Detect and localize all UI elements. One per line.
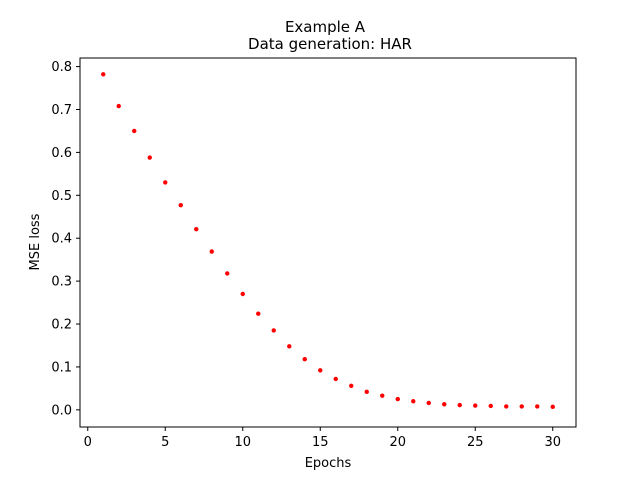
data-point	[426, 400, 431, 406]
data-point	[302, 357, 307, 362]
x-axis-label: Epochs	[305, 456, 352, 471]
data-point	[209, 249, 214, 254]
plot-frame	[79, 57, 577, 428]
data-point	[457, 402, 462, 408]
data-point	[349, 383, 354, 389]
x-tick-label: 30	[544, 435, 561, 450]
data-point	[271, 328, 276, 333]
data-point	[395, 396, 400, 402]
y-tick-label: 0.2	[51, 318, 72, 333]
data-point	[442, 402, 447, 407]
data-point	[519, 404, 524, 409]
data-point	[132, 128, 137, 134]
y-axis-ticks: 0.0 0.1 0.2 0.3 0.4 0.5 0.6 0.7 0.8	[51, 60, 80, 418]
y-tick-label: 0.5	[51, 189, 72, 204]
data-point	[488, 403, 493, 409]
y-tick-label: 0.3	[51, 275, 72, 290]
y-tick-label: 0.4	[51, 232, 72, 247]
x-tick-label: 0	[84, 435, 92, 450]
x-tick-label: 25	[467, 435, 484, 450]
data-point	[178, 202, 183, 208]
x-axis-ticks: 0 5 10 15 20 25 30	[84, 427, 561, 450]
data-point	[411, 399, 416, 404]
data-point	[101, 72, 106, 77]
data-point	[147, 155, 152, 160]
data-point	[535, 404, 540, 409]
y-tick-label: 0.1	[51, 360, 72, 375]
y-tick-label: 0.0	[51, 403, 72, 418]
y-tick-label: 0.8	[51, 60, 72, 75]
x-tick-label: 5	[161, 435, 169, 450]
data-point	[333, 376, 338, 382]
data-point	[256, 311, 261, 316]
data-point	[380, 393, 385, 398]
data-point	[318, 368, 323, 373]
y-tick-label: 0.6	[51, 146, 72, 161]
data-points	[101, 72, 555, 410]
y-tick-label: 0.7	[51, 103, 72, 118]
x-tick-label: 10	[234, 435, 251, 450]
data-point	[550, 404, 555, 410]
chart-title: Example A	[285, 18, 366, 36]
x-tick-label: 20	[389, 435, 406, 450]
data-point	[116, 103, 121, 109]
x-tick-label: 15	[312, 435, 329, 450]
data-point	[473, 403, 478, 408]
chart-subtitle: Data generation: HAR	[248, 35, 412, 53]
y-axis-label: MSE loss	[28, 213, 43, 270]
data-point	[504, 404, 509, 409]
data-point	[194, 226, 199, 232]
data-point	[225, 271, 230, 276]
data-point	[364, 389, 369, 395]
data-point	[240, 291, 245, 297]
data-point	[163, 180, 168, 185]
data-point	[287, 344, 292, 349]
